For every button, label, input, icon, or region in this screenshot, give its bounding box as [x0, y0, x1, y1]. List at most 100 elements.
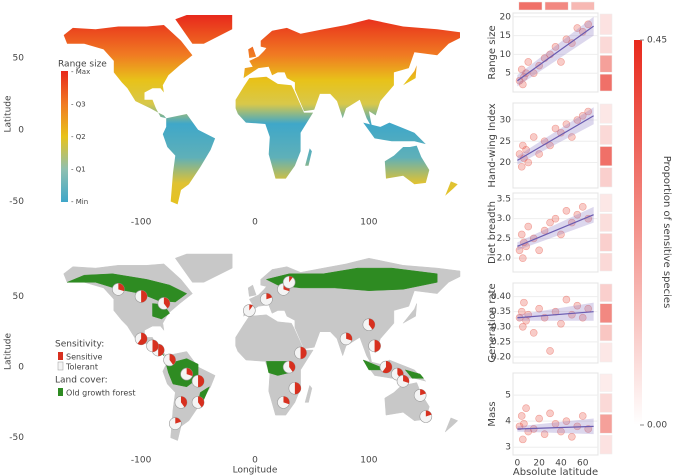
land	[402, 303, 417, 324]
site-pie	[277, 396, 290, 409]
site-pie	[288, 381, 302, 395]
legend-label: - Max	[71, 68, 90, 76]
point	[562, 206, 571, 215]
point	[551, 214, 560, 223]
point	[562, 295, 571, 304]
site-pie	[419, 410, 433, 423]
point	[573, 301, 582, 310]
point	[519, 322, 527, 331]
y-tick-label: 2.0	[497, 254, 512, 264]
legend-title: Sensitivity:	[55, 340, 104, 350]
point	[551, 124, 560, 133]
site-pie	[174, 396, 188, 409]
y-tick-label: 0.40	[491, 292, 511, 302]
point	[584, 107, 592, 116]
top-bin	[518, 1, 543, 11]
pie-sensitive	[158, 344, 165, 357]
y-tick-label: 0.30	[491, 322, 511, 332]
y-tick-label: 15	[500, 31, 511, 41]
point	[519, 435, 527, 444]
panel	[512, 192, 599, 273]
fit-band	[517, 107, 594, 165]
land	[162, 114, 216, 205]
pie-sensitive	[198, 375, 205, 388]
point	[517, 412, 526, 420]
pie-sensitive	[175, 417, 181, 424]
side-bin	[599, 303, 613, 324]
point	[584, 425, 592, 433]
legend-title: Land cover:	[55, 376, 108, 386]
y-tick-label: 20	[500, 158, 512, 168]
legend-swatch	[57, 361, 64, 371]
land	[363, 122, 426, 145]
site-pie	[163, 353, 176, 367]
point	[515, 422, 524, 431]
side-bin	[599, 434, 613, 455]
site-pie	[180, 367, 193, 381]
site-pie	[157, 297, 171, 310]
site-pie	[379, 360, 393, 374]
side-bin	[599, 373, 613, 392]
pie-sensitive	[169, 353, 176, 365]
point	[557, 58, 565, 66]
point	[535, 304, 543, 313]
land	[243, 19, 460, 129]
y-tick-label: 0.25	[491, 337, 511, 347]
site-pie	[282, 275, 296, 289]
top-bin	[570, 1, 595, 11]
x-tick-label: 100	[360, 456, 377, 466]
point	[573, 210, 582, 219]
y-tick-label: 3.5	[497, 194, 511, 204]
y-axis-label: Hand-wing Index	[487, 103, 498, 187]
point	[535, 150, 543, 158]
y-tick-label: 2.5	[497, 234, 511, 244]
point	[546, 347, 554, 355]
side-bin	[599, 55, 613, 73]
point	[578, 412, 587, 420]
point	[551, 43, 560, 51]
fit-band	[517, 16, 594, 87]
site-pie	[282, 360, 296, 374]
point	[568, 133, 576, 141]
point	[546, 409, 554, 418]
pie-sensitive	[163, 297, 170, 309]
point	[524, 58, 533, 66]
y-tick-label: 0	[18, 363, 24, 373]
fit-line	[517, 425, 594, 430]
pie-sensitive	[289, 276, 293, 283]
fit-band	[517, 418, 594, 435]
y-tick-label: 3	[505, 443, 511, 453]
point	[517, 307, 526, 316]
site-pie	[294, 346, 307, 360]
panel	[512, 372, 599, 456]
point	[578, 111, 587, 120]
side-bin	[599, 342, 613, 363]
point	[522, 145, 530, 154]
y-tick-label: -50	[9, 197, 24, 207]
x-axis-label: Longitude	[233, 466, 278, 476]
y-tick-label: -50	[9, 433, 24, 443]
legend-title: Range size	[58, 60, 107, 70]
point	[568, 39, 576, 47]
land	[247, 284, 257, 297]
point	[573, 24, 582, 32]
side-bin	[599, 253, 613, 272]
site-pie	[191, 374, 205, 388]
point	[540, 226, 549, 235]
pie-sensitive	[300, 346, 307, 359]
side-bin	[599, 283, 613, 302]
legend-colorbar	[61, 71, 68, 202]
y-tick-label: 0.20	[491, 352, 511, 362]
colorbar	[634, 40, 642, 425]
legend-label: Old growth forest	[66, 389, 136, 398]
point	[578, 313, 587, 322]
legend-label: Sensitive	[66, 353, 103, 362]
point	[573, 116, 582, 124]
point	[535, 246, 543, 255]
point	[584, 20, 592, 29]
pie-sensitive	[368, 318, 375, 330]
pie-sensitive	[289, 361, 296, 372]
point	[517, 230, 526, 239]
site-pie	[260, 292, 273, 306]
site-pie	[146, 339, 159, 353]
